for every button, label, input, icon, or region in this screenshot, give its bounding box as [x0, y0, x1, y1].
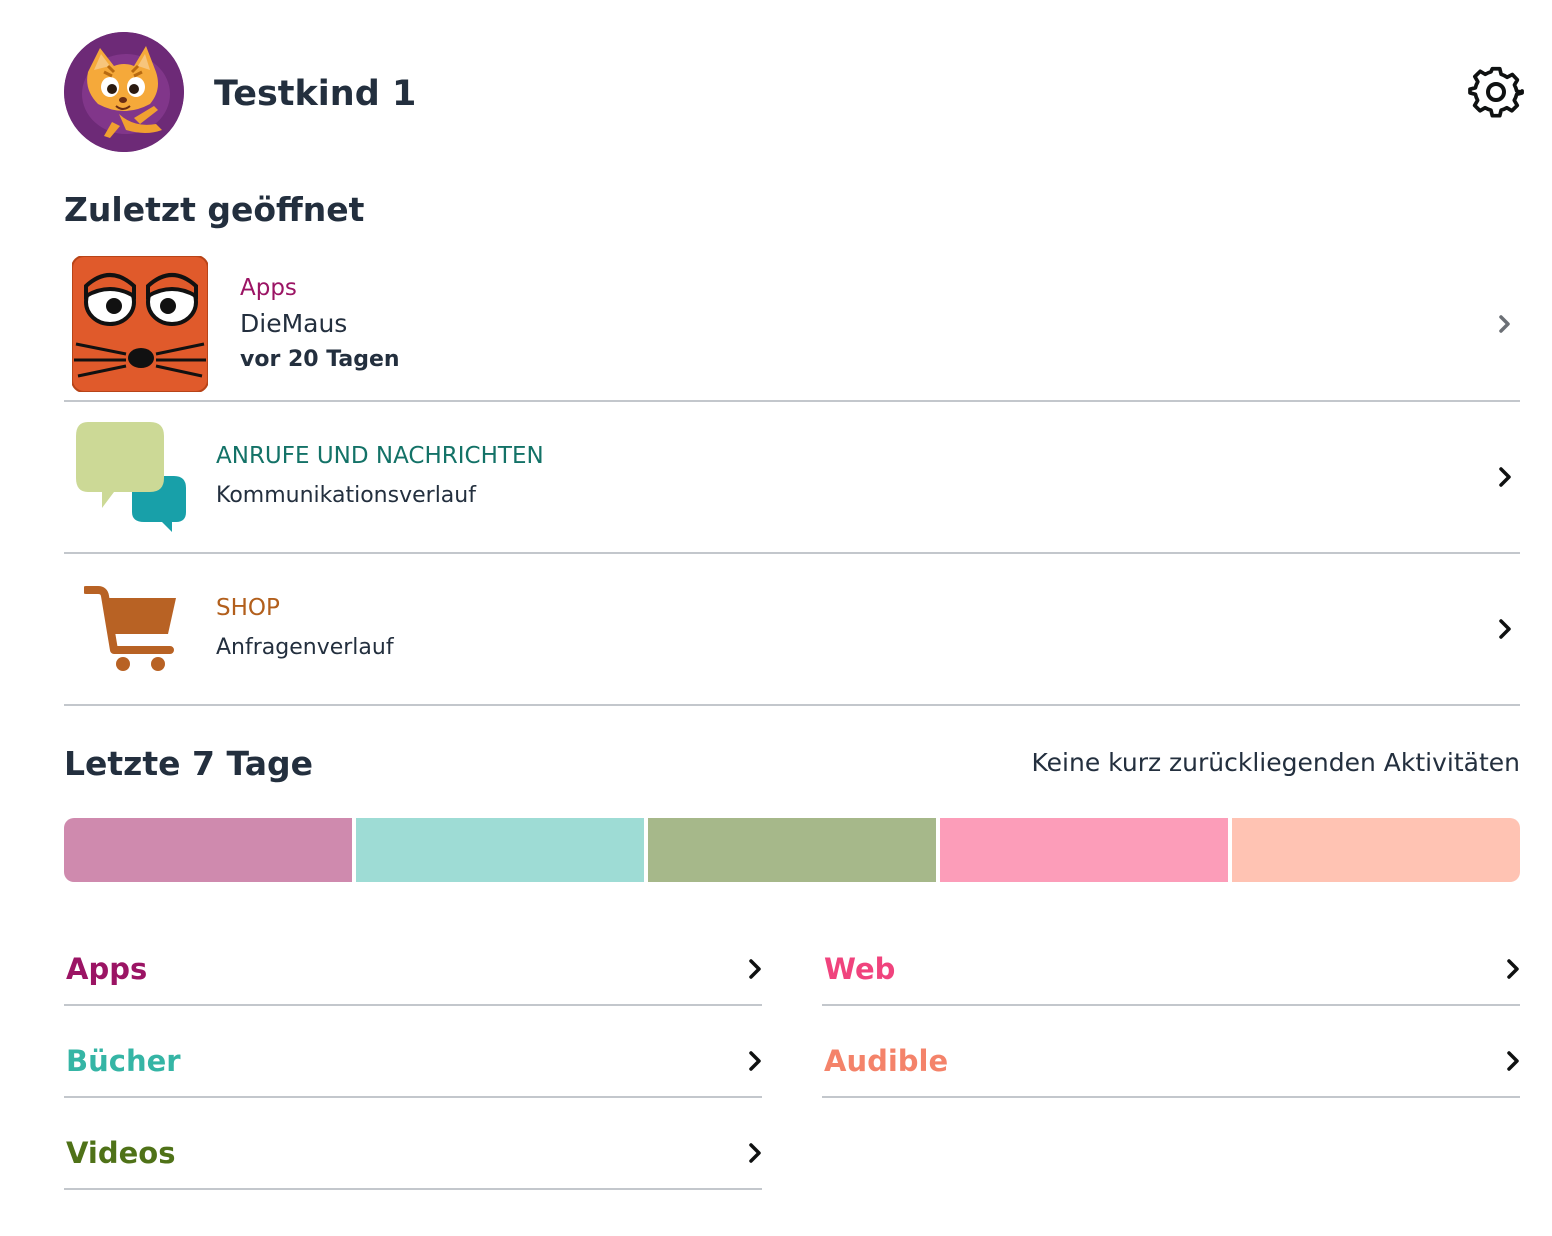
category-videos[interactable]: Videos	[64, 1098, 762, 1190]
chevron-right-icon	[1506, 958, 1520, 984]
category-label: Web	[824, 952, 896, 986]
category-web[interactable]: Web	[822, 914, 1520, 1006]
chevron-right-icon	[1498, 314, 1512, 338]
gear-icon[interactable]	[1468, 66, 1524, 122]
last7-section-title: Letzte 7 Tage	[64, 744, 314, 783]
activity-bar-segment-audible	[1232, 818, 1520, 882]
recent-item-diemaus[interactable]: Apps DieMaus vor 20 Tagen	[64, 255, 1520, 402]
recent-item-name: Kommunikationsverlauf	[216, 483, 476, 508]
recent-item-category: ANRUFE UND NACHRICHTEN	[216, 443, 544, 469]
activity-bar-segment-web	[940, 818, 1228, 882]
chevron-right-icon	[748, 1050, 762, 1076]
category-audible[interactable]: Audible	[822, 1006, 1520, 1098]
avatar	[64, 32, 184, 152]
last7-status-text: Keine kurz zurückliegenden Aktivitäten	[1031, 748, 1521, 777]
category-apps[interactable]: Apps	[64, 914, 762, 1006]
recent-item-meta: vor 20 Tagen	[240, 347, 400, 372]
chevron-right-icon	[748, 1142, 762, 1168]
die-maus-app-icon	[71, 255, 209, 393]
shopping-cart-icon	[82, 586, 180, 672]
recent-item-name: Anfragenverlauf	[216, 635, 394, 660]
chevron-right-icon	[1506, 1050, 1520, 1076]
activity-bar	[64, 818, 1520, 882]
cat-avatar-icon	[64, 32, 184, 152]
recent-item-category: SHOP	[216, 595, 280, 621]
category-label: Audible	[824, 1044, 949, 1078]
speech-bubbles-icon	[74, 420, 190, 536]
chevron-right-icon	[1498, 466, 1512, 492]
recent-section-title: Zuletzt geöffnet	[64, 190, 365, 229]
activity-bar-segment-books	[356, 818, 644, 882]
recent-item-category: Apps	[240, 275, 297, 301]
activity-bar-segment-apps	[64, 818, 352, 882]
category-buecher[interactable]: Bücher	[64, 1006, 762, 1098]
category-label: Videos	[66, 1136, 176, 1170]
chevron-right-icon	[1498, 618, 1512, 644]
category-label: Bücher	[66, 1044, 181, 1078]
category-label: Apps	[66, 952, 148, 986]
profile-name: Testkind 1	[214, 74, 417, 114]
recent-item-communication[interactable]: ANRUFE UND NACHRICHTEN Kommunikationsver…	[64, 402, 1520, 554]
recent-item-name: DieMaus	[240, 309, 348, 338]
recent-item-shop[interactable]: SHOP Anfragenverlauf	[64, 554, 1520, 706]
chevron-right-icon	[748, 958, 762, 984]
activity-bar-segment-videos	[648, 818, 936, 882]
